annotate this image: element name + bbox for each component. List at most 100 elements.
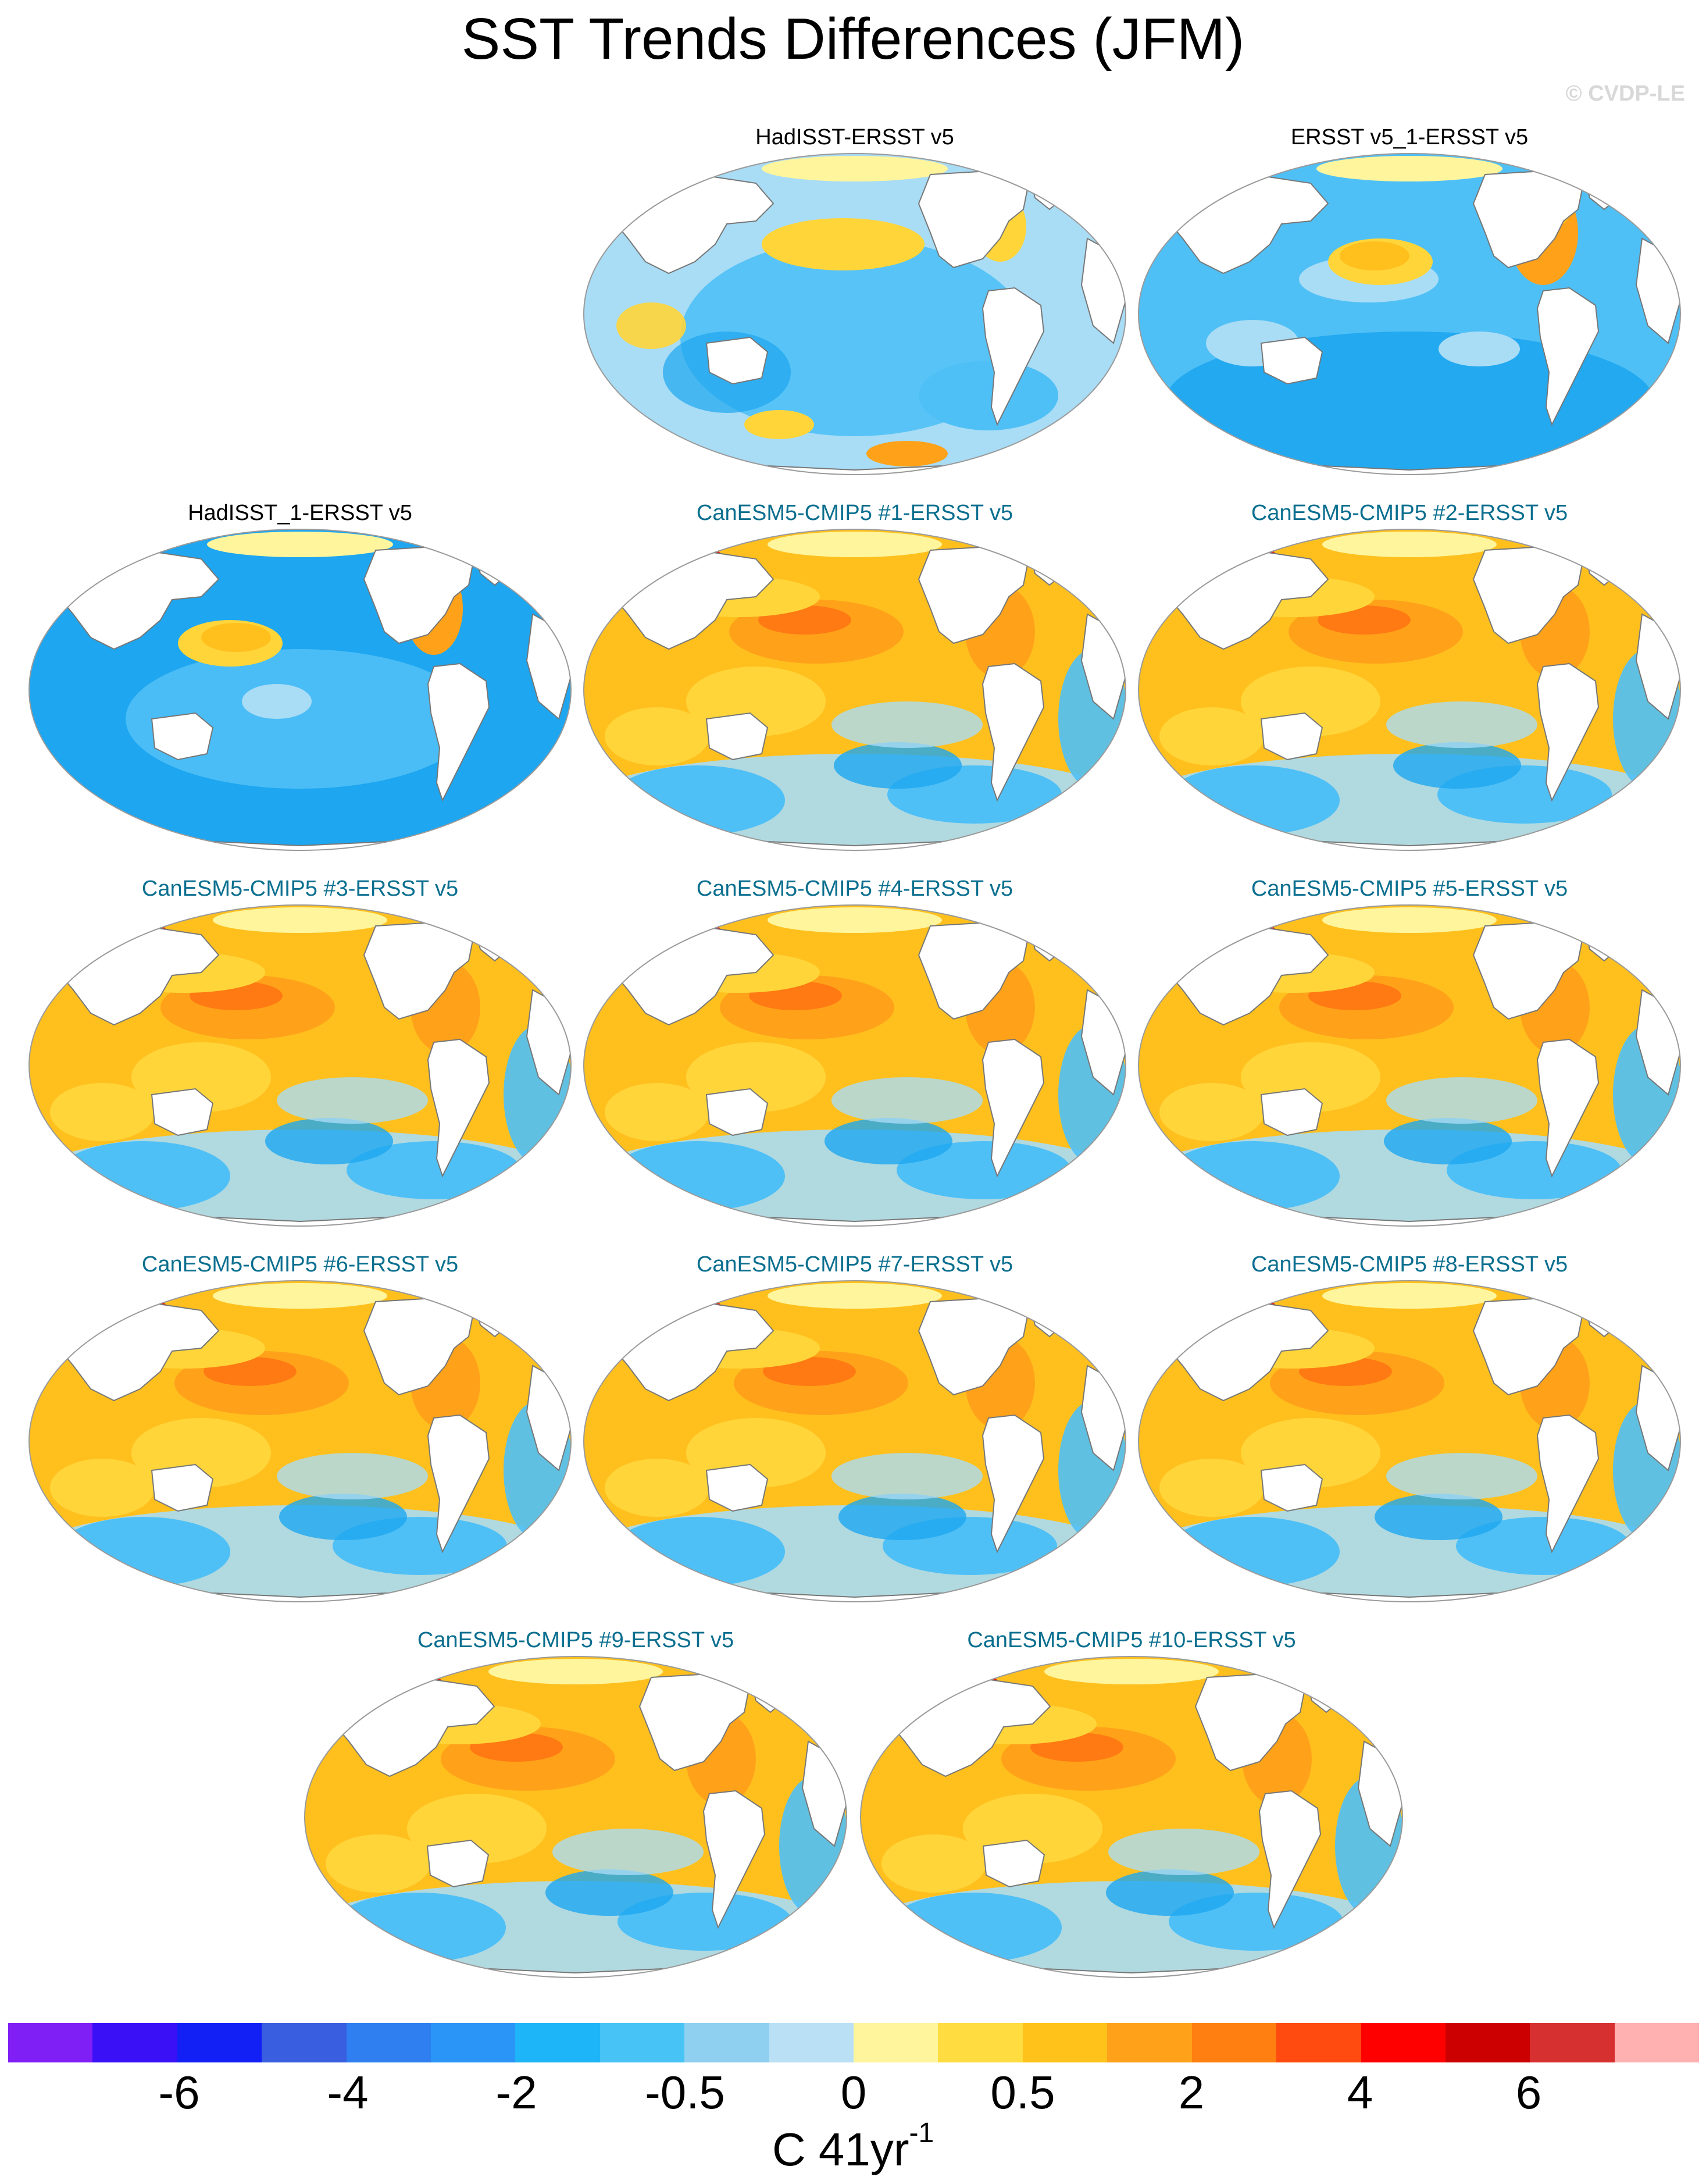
land-mass <box>151 712 214 761</box>
world-map <box>1138 529 1681 851</box>
map-boundary <box>583 153 1126 475</box>
colorbar-box <box>938 2023 1023 2062</box>
map-panel: HadISST-ERSST v5 <box>581 124 1128 479</box>
colorbar-box <box>854 2023 938 2062</box>
colorbar-box <box>684 2023 769 2062</box>
colorbar-box <box>431 2023 516 2062</box>
panel-title: CanESM5-CMIP5 #7-ERSST v5 <box>696 1252 1013 1277</box>
colorbar-box <box>515 2023 600 2062</box>
land-mass <box>702 1790 766 1929</box>
map-panel: CanESM5-CMIP5 #3-ERSST v5 <box>27 876 573 1231</box>
colorbar-box <box>1107 2023 1192 2062</box>
land-mass <box>1536 287 1600 426</box>
colorbar-box <box>1191 2023 1277 2062</box>
land-mass <box>705 712 769 761</box>
world-map <box>28 1280 572 1602</box>
panel-title: CanESM5-CMIP5 #8-ERSST v5 <box>1251 1252 1568 1277</box>
land-mass <box>1258 1790 1322 1929</box>
map-panel: CanESM5-CMIP5 #1-ERSST v5 <box>581 500 1128 855</box>
map-boundary <box>28 904 572 1227</box>
colorbar-tick-label: -4 <box>327 2067 369 2118</box>
colorbar-box <box>177 2023 262 2062</box>
colorbar-tick-label: 6 <box>1515 2067 1542 2118</box>
land-mass <box>426 1839 490 1888</box>
land-mass <box>982 1414 1045 1554</box>
map-panel: ERSST v5_1-ERSST v5 <box>1136 124 1683 479</box>
land-mass <box>982 1038 1045 1178</box>
world-map <box>583 904 1126 1227</box>
copyright-watermark: © CVDP-LE <box>1565 81 1685 106</box>
colorbar-box <box>599 2023 685 2062</box>
world-map <box>583 153 1126 475</box>
colorbar-box <box>1445 2023 1530 2062</box>
map-panel: CanESM5-CMIP5 #2-ERSST v5 <box>1136 500 1683 855</box>
map-panel: CanESM5-CMIP5 #10-ERSST v5 <box>858 1627 1405 1982</box>
land-mass <box>1260 1088 1323 1136</box>
world-map <box>1138 153 1681 475</box>
map-boundary <box>1138 904 1681 1227</box>
colorbar-box <box>1276 2023 1361 2062</box>
land-mass <box>1536 662 1600 802</box>
colorbar-box <box>262 2023 347 2062</box>
map-boundary <box>583 904 1126 1227</box>
units-text: C 41yr <box>772 2124 909 2175</box>
map-panel: CanESM5-CMIP5 #4-ERSST v5 <box>581 876 1128 1231</box>
land-mass <box>705 1088 769 1136</box>
land-mass <box>982 287 1045 426</box>
colorbar-units: C 41yr-1 <box>0 2119 1706 2176</box>
panel-title: CanESM5-CMIP5 #3-ERSST v5 <box>141 877 459 901</box>
units-exponent: -1 <box>909 2118 934 2149</box>
land-mass <box>151 1088 214 1136</box>
map-boundary <box>583 1280 1126 1602</box>
panel-title: CanESM5-CMIP5 #9-ERSST v5 <box>417 1628 734 1652</box>
map-panel: CanESM5-CMIP5 #5-ERSST v5 <box>1136 876 1683 1231</box>
colorbar-box <box>1530 2023 1615 2062</box>
land-mass <box>982 662 1045 802</box>
world-map <box>1138 1280 1681 1602</box>
colorbar-box <box>1614 2023 1700 2062</box>
map-boundary <box>304 1656 847 1978</box>
panel-title: CanESM5-CMIP5 #4-ERSST v5 <box>696 877 1013 901</box>
land-mass <box>427 662 490 802</box>
colorbar-box <box>1022 2023 1108 2062</box>
world-map <box>28 529 572 851</box>
colorbar-box <box>8 2023 93 2062</box>
land-mass <box>1536 1414 1600 1554</box>
world-map <box>304 1656 847 1978</box>
map-boundary <box>583 529 1126 851</box>
colorbar-box <box>346 2023 431 2062</box>
world-map <box>1138 904 1681 1227</box>
world-map <box>583 1280 1126 1602</box>
panel-title: CanESM5-CMIP5 #5-ERSST v5 <box>1251 877 1568 901</box>
map-panel: CanESM5-CMIP5 #6-ERSST v5 <box>27 1252 573 1606</box>
panel-title: ERSST v5_1-ERSST v5 <box>1290 125 1529 149</box>
colorbar-tick-label: 0 <box>840 2067 867 2118</box>
map-boundary <box>1138 153 1681 475</box>
land-mass <box>1260 712 1323 761</box>
land-mass <box>982 1839 1045 1888</box>
colorbar-tick-label: 2 <box>1178 2067 1205 2118</box>
panel-title: HadISST_1-ERSST v5 <box>188 501 412 525</box>
map-boundary <box>1138 1280 1681 1602</box>
panel-title: CanESM5-CMIP5 #10-ERSST v5 <box>967 1628 1296 1652</box>
world-map <box>860 1656 1403 1978</box>
map-panel: HadISST_1-ERSST v5 <box>27 500 573 855</box>
colorbar-box <box>92 2023 177 2062</box>
colorbar-tick-label: 4 <box>1347 2067 1373 2118</box>
colorbar-tick-label: 0.5 <box>990 2067 1055 2118</box>
colorbar-box <box>1361 2023 1446 2062</box>
colorbar-tick-label: -6 <box>158 2067 200 2118</box>
panel-title: CanESM5-CMIP5 #2-ERSST v5 <box>1251 501 1568 525</box>
map-panel: CanESM5-CMIP5 #7-ERSST v5 <box>581 1252 1128 1606</box>
colorbar-tick-label: -0.5 <box>645 2067 725 2118</box>
panel-title: HadISST-ERSST v5 <box>755 125 954 149</box>
land-mass <box>1260 336 1323 385</box>
page-title: SST Trends Differences (JFM) <box>461 6 1245 72</box>
map-panel: CanESM5-CMIP5 #8-ERSST v5 <box>1136 1252 1683 1606</box>
land-mass <box>427 1414 490 1554</box>
colorbar-box <box>769 2023 854 2062</box>
land-mass <box>1536 1038 1600 1178</box>
colorbar-tick-label: -2 <box>495 2067 537 2118</box>
map-panel: CanESM5-CMIP5 #9-ERSST v5 <box>302 1627 849 1982</box>
land-mass <box>705 1463 769 1512</box>
